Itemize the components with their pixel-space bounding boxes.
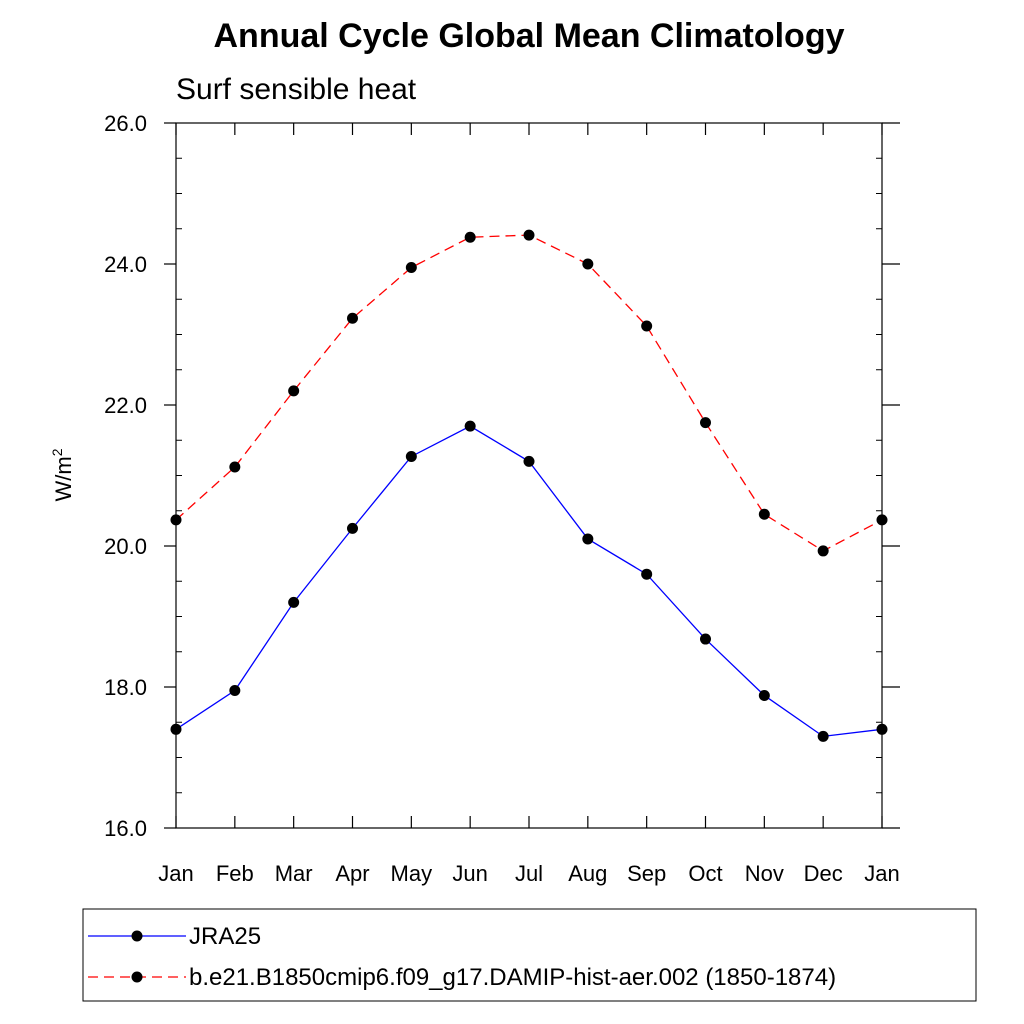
y-tick-label: 20.0 [104, 534, 147, 559]
series-1-point [170, 723, 182, 735]
series-2-point [758, 508, 770, 520]
series-2-point [876, 514, 888, 526]
y-tick-label: 16.0 [104, 816, 147, 841]
series-1-point [405, 450, 417, 462]
x-tick-label: Feb [216, 861, 254, 886]
series-1-point [641, 568, 653, 580]
series-1-point [523, 455, 535, 467]
legend-box [82, 908, 977, 1002]
legend: JRA25 b.e21.B1850cmip6.f09_g17.DAMIP-hist… [88, 923, 836, 991]
series-1-point [347, 522, 358, 534]
x-tick-label: Jul [515, 861, 543, 886]
x-tick-label: Jun [452, 861, 487, 886]
axes: Jan Feb Mar Apr May Jun Jul Aug Sep Oct Nov Dec Jan 1… [104, 111, 900, 886]
legend-marker-1 [131, 930, 143, 942]
y-tick-label: 22.0 [104, 393, 147, 418]
y-tick-label: 26.0 [104, 111, 147, 136]
legend-label-1: JRA25 [189, 923, 261, 950]
series-1-point [582, 533, 594, 545]
series-2-point [347, 312, 358, 324]
x-tick-label: Nov [745, 861, 784, 886]
chart-title: Annual Cycle Global Mean Climatology [214, 17, 845, 55]
y-tick-label: 24.0 [104, 252, 147, 277]
series-1-point [876, 723, 888, 735]
y-axis-label-text: W/m [51, 456, 76, 501]
series-2-point [464, 231, 476, 243]
x-tick-label: Sep [627, 861, 666, 886]
series-2-point [700, 417, 711, 429]
series-2-point [817, 545, 829, 557]
series-1-point [700, 633, 711, 645]
plot-frame [175, 122, 883, 829]
series-1-point [229, 685, 241, 697]
series-2-point [641, 320, 653, 332]
series-1-point [758, 689, 770, 701]
legend-marker-2 [131, 971, 143, 983]
series-layer [170, 229, 888, 742]
x-tick-label: May [391, 861, 433, 886]
series-line-2 [175, 234, 883, 552]
chart-subtitle: Surf sensible heat [176, 73, 417, 106]
y-axis-label-superscript: 2 [49, 448, 65, 456]
x-tick-label: Aug [568, 861, 607, 886]
series-2-point [288, 385, 300, 397]
x-tick-label: Mar [275, 861, 313, 886]
series-1-point [464, 420, 476, 432]
series-1-point [817, 730, 829, 742]
series-line-1 [175, 425, 883, 738]
series-2-point [229, 461, 241, 473]
y-tick-label: 18.0 [104, 675, 147, 700]
x-tick-label: Jan [864, 861, 899, 886]
x-tick-label: Oct [688, 861, 722, 886]
series-1-point [288, 596, 300, 608]
x-tick-label: Jan [158, 861, 193, 886]
y-axis-label: W/m2 [49, 448, 76, 501]
series-2-point [405, 262, 417, 274]
series-2-point [523, 229, 535, 241]
series-2-point [582, 258, 594, 270]
series-2-point [170, 514, 182, 526]
x-tick-label: Dec [804, 861, 843, 886]
x-tick-label: Apr [335, 861, 369, 886]
legend-label-2: b.e21.B1850cmip6.f09_g17.DAMIP-hist-aer.… [189, 964, 836, 991]
